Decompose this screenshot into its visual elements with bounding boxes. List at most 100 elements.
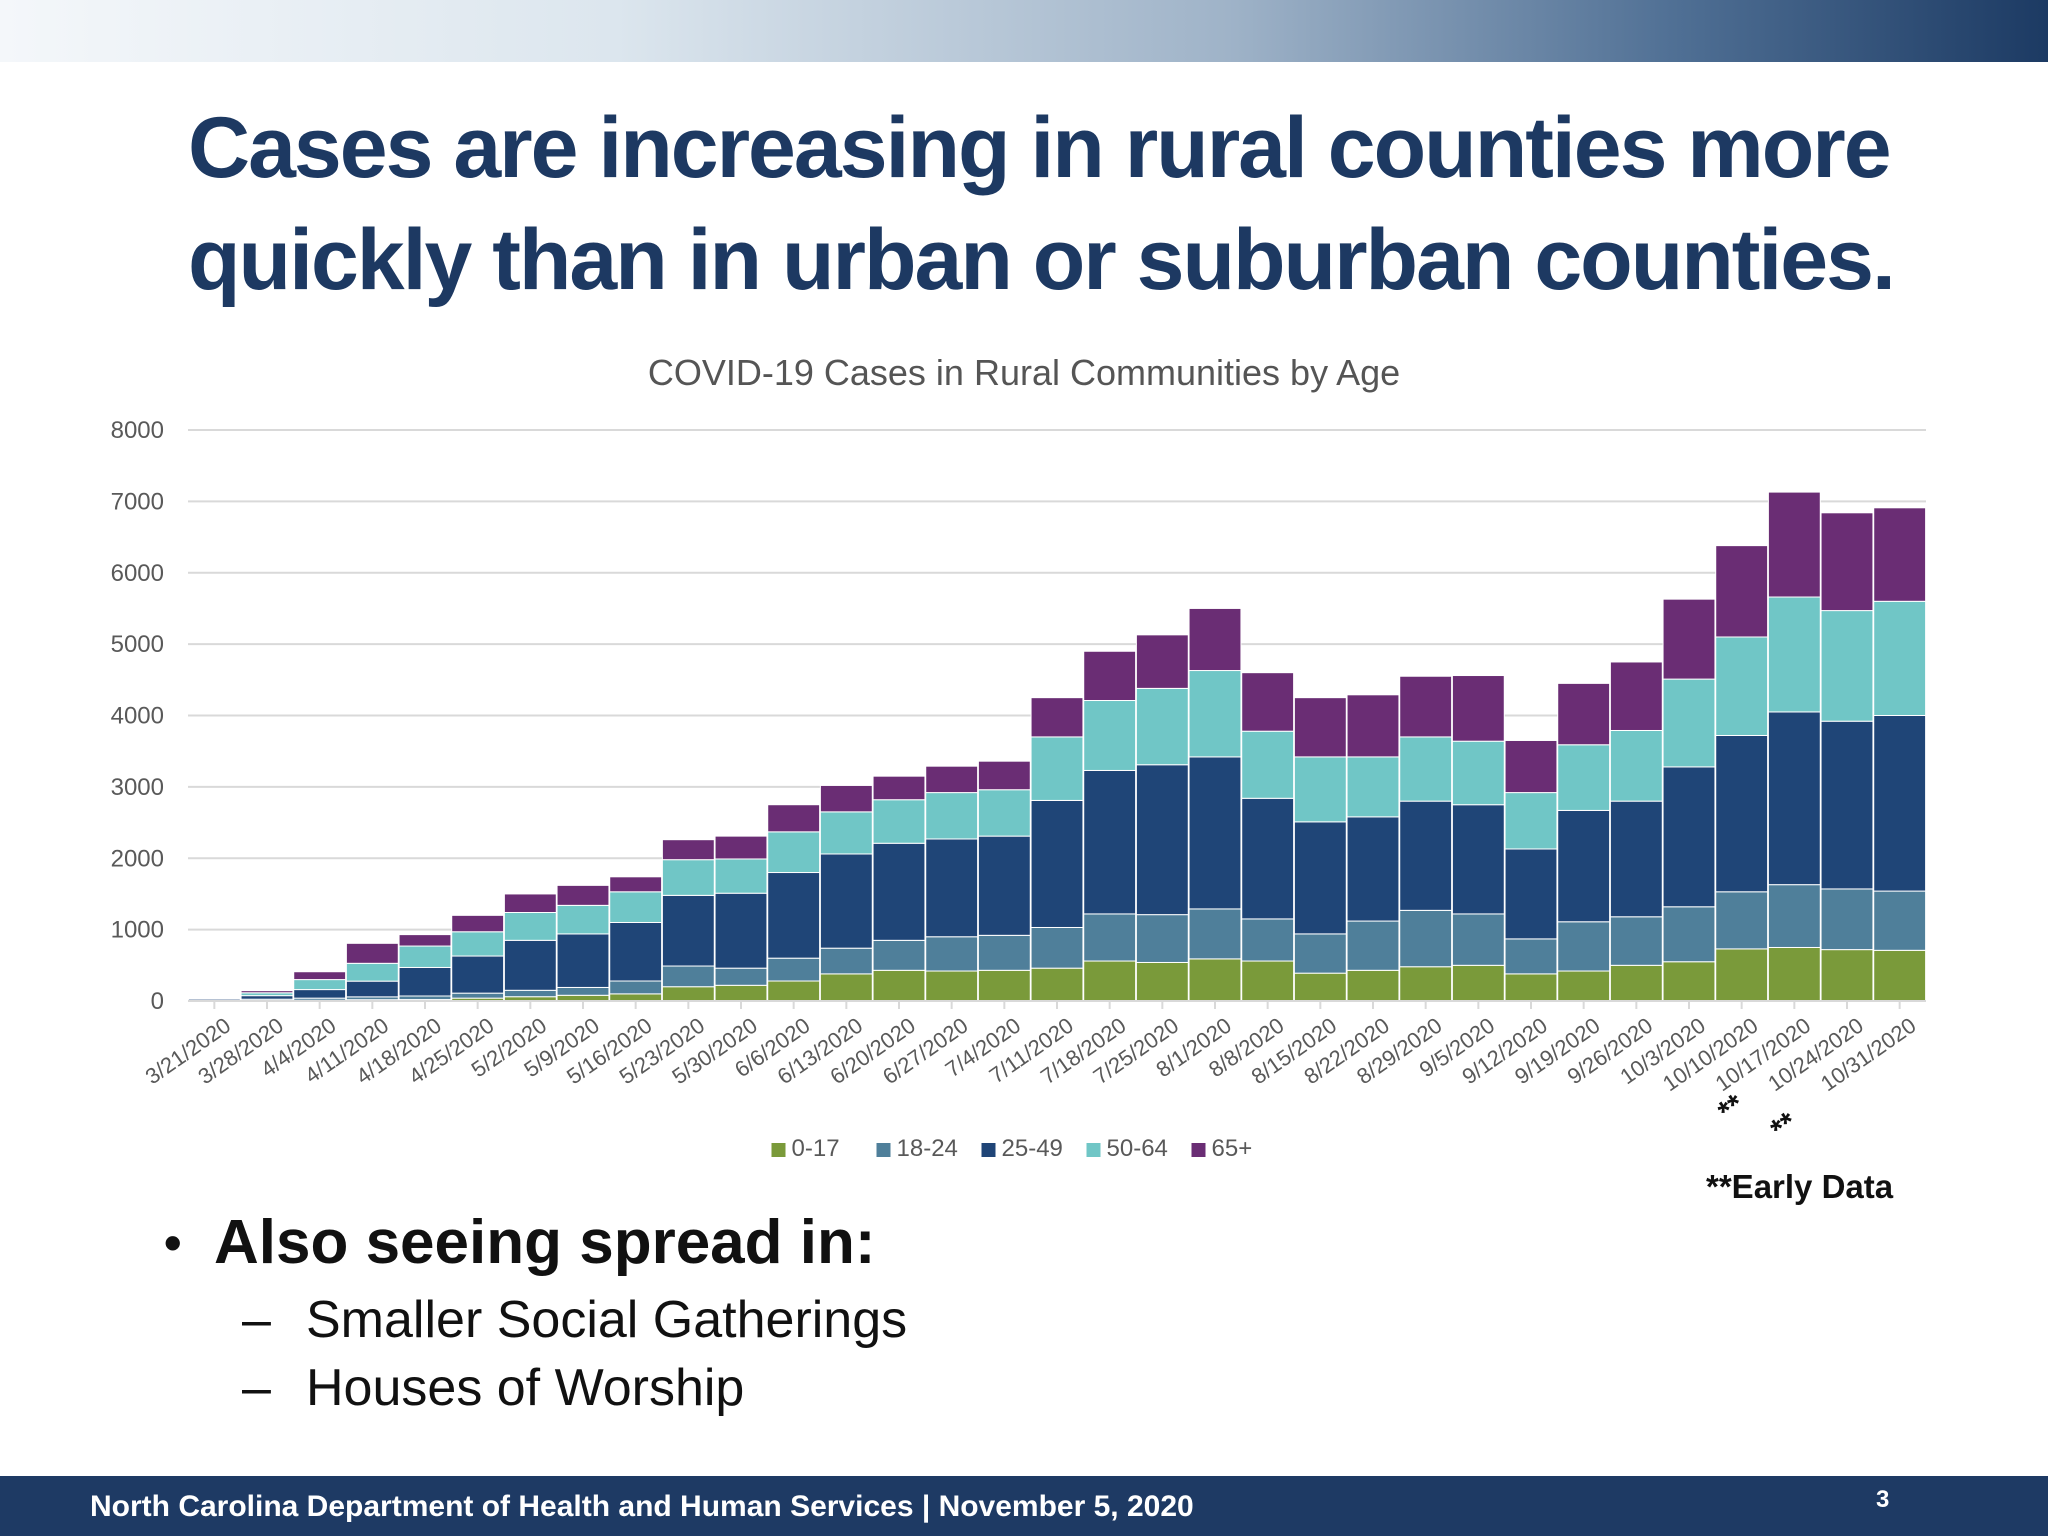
bar-segment bbox=[661, 965, 715, 988]
bar-segment bbox=[977, 835, 1031, 936]
bar-segment bbox=[609, 891, 663, 923]
bar-segment bbox=[819, 784, 873, 813]
sub-bullet-item: – Houses of Worship bbox=[160, 1354, 1160, 1422]
bar-segment bbox=[977, 934, 1031, 971]
bar-segment bbox=[925, 936, 979, 972]
bar-segment bbox=[1135, 914, 1189, 963]
bar-segment bbox=[556, 986, 610, 996]
y-tick-label: 7000 bbox=[111, 488, 164, 515]
bar-segment bbox=[714, 984, 768, 1002]
bar-segment bbox=[1241, 797, 1295, 920]
bar-segment bbox=[872, 842, 926, 941]
bullet-dot-icon: • bbox=[164, 1215, 182, 1271]
bar-segment bbox=[714, 892, 768, 969]
y-tick-label: 3000 bbox=[111, 774, 164, 801]
bar-segment bbox=[1241, 918, 1295, 962]
bars-layer bbox=[187, 491, 1927, 1002]
bar-segment bbox=[609, 921, 663, 982]
bar-segment bbox=[1609, 916, 1663, 966]
bar-segment bbox=[1030, 736, 1084, 801]
bar-segment bbox=[1662, 678, 1716, 768]
y-tick-label: 0 bbox=[151, 988, 164, 1015]
bar-segment bbox=[872, 775, 926, 801]
dash-icon: – bbox=[242, 1291, 271, 1349]
bar-segment bbox=[1557, 970, 1611, 1002]
bar-segment bbox=[1820, 720, 1874, 890]
bar-segment bbox=[503, 893, 557, 913]
bar-segment bbox=[1873, 600, 1927, 716]
bar-segment bbox=[345, 962, 399, 982]
bar-segment bbox=[1346, 969, 1400, 1002]
bar-segment bbox=[1293, 756, 1347, 823]
bar-segment bbox=[1767, 491, 1821, 598]
chart-title: COVID-19 Cases in Rural Communities by A… bbox=[648, 352, 1400, 393]
bar-segment bbox=[767, 980, 821, 1002]
legend-label: 65+ bbox=[1212, 1135, 1253, 1162]
bar-segment bbox=[503, 989, 557, 998]
bar-segment bbox=[1399, 909, 1453, 968]
legend-label: 0-17 bbox=[792, 1135, 840, 1162]
bar-segment bbox=[1609, 661, 1663, 731]
bar-segment bbox=[1346, 816, 1400, 922]
bar-segment bbox=[767, 831, 821, 874]
bar-segment bbox=[1451, 675, 1505, 742]
bar-segment bbox=[1504, 938, 1558, 975]
bar-segment bbox=[556, 884, 610, 906]
bar-segment bbox=[1346, 756, 1400, 818]
bar-segment bbox=[451, 992, 505, 999]
bar-segment bbox=[1820, 610, 1874, 722]
bar-segment bbox=[609, 876, 663, 893]
bar-segment bbox=[1873, 949, 1927, 1002]
bar-segment bbox=[767, 957, 821, 982]
bar-segment bbox=[925, 970, 979, 1002]
bar-segment bbox=[1399, 675, 1453, 738]
bar-segment bbox=[1557, 682, 1611, 746]
y-tick-label: 8000 bbox=[111, 417, 164, 444]
y-tick-label: 5000 bbox=[111, 631, 164, 658]
early-data-note: **Early Data bbox=[1706, 1168, 1894, 1205]
bar-segment bbox=[1767, 711, 1821, 886]
bar-segment bbox=[1399, 966, 1453, 1002]
sub-bullet-text: Houses of Worship bbox=[306, 1359, 745, 1417]
bar-segment bbox=[556, 933, 610, 988]
bar-segment bbox=[872, 799, 926, 844]
bar-segment bbox=[1873, 715, 1927, 892]
bar-segment bbox=[767, 872, 821, 959]
bar-segment bbox=[1188, 958, 1242, 1002]
bar-segment bbox=[1767, 884, 1821, 948]
bar-segment bbox=[293, 971, 347, 981]
early-data-marker: ** bbox=[1712, 1088, 1750, 1129]
bar-segment bbox=[1030, 967, 1084, 1002]
bar-segment bbox=[1030, 926, 1084, 969]
bar-segment bbox=[1188, 908, 1242, 960]
bar-segment bbox=[345, 980, 399, 998]
bar-segment bbox=[1873, 890, 1927, 951]
bar-segment bbox=[1504, 973, 1558, 1002]
legend-swatch bbox=[1086, 1143, 1101, 1157]
bar-segment bbox=[1451, 964, 1505, 1002]
bar-segment bbox=[1083, 650, 1137, 702]
bar-segment bbox=[1241, 730, 1295, 799]
bar-segment bbox=[1293, 821, 1347, 935]
bar-segment bbox=[1451, 913, 1505, 966]
bar-segment bbox=[977, 789, 1031, 837]
dash-icon: – bbox=[242, 1359, 271, 1417]
bar-segment bbox=[925, 765, 979, 794]
bar-segment bbox=[1504, 739, 1558, 794]
bar-segment bbox=[1820, 888, 1874, 951]
y-tick-label: 2000 bbox=[111, 845, 164, 872]
bar-segment bbox=[925, 792, 979, 840]
bar-segment bbox=[977, 969, 1031, 1002]
bar-segment bbox=[1135, 687, 1189, 766]
slide-title-line-2: quickly than in urban or suburban counti… bbox=[188, 212, 1896, 308]
bar-segment bbox=[1820, 512, 1874, 612]
bar-segment bbox=[872, 939, 926, 971]
bar-segment bbox=[819, 853, 873, 949]
bar-segment bbox=[1293, 972, 1347, 1002]
bar-segment bbox=[293, 989, 347, 999]
legend-label: 25-49 bbox=[1002, 1135, 1063, 1162]
footer-bar: North Carolina Department of Health and … bbox=[0, 1476, 2048, 1536]
bar-segment bbox=[1346, 920, 1400, 971]
bar-segment bbox=[1030, 697, 1084, 738]
legend-label: 18-24 bbox=[897, 1135, 958, 1162]
